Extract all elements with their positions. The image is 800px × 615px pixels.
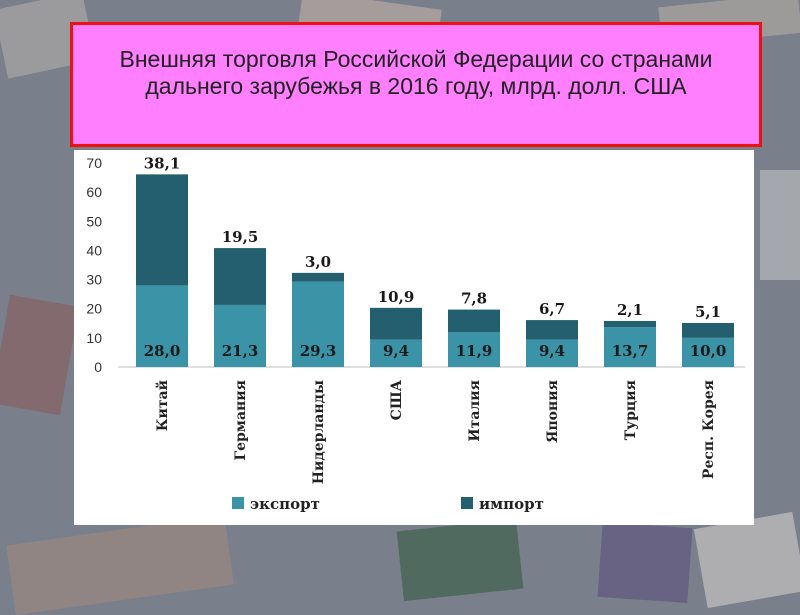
bar-import (136, 174, 188, 286)
y-tick-label: 30 (86, 272, 102, 288)
bar-export (682, 337, 734, 367)
data-label-import: 10,9 (378, 288, 415, 306)
bar-import (682, 322, 734, 338)
y-tick-label: 10 (86, 330, 102, 346)
bar-chart: 0 10 20 30 40 50 60 70 28,0 38,1 Китай 21,3 19,5 Герм… (86, 154, 745, 513)
data-label-export: 21,3 (222, 342, 259, 360)
data-label-import: 3,0 (305, 253, 331, 271)
category-label: Нидерланды (311, 380, 327, 484)
bar-import (604, 320, 656, 328)
legend-swatch-import (461, 497, 473, 509)
y-tick-label: 70 (86, 155, 102, 171)
bar-export (448, 332, 500, 367)
bar-import (448, 309, 500, 333)
bar-export (214, 304, 266, 367)
data-label-export: 11,9 (456, 342, 493, 360)
data-label-import: 6,7 (539, 300, 565, 318)
data-label-export: 29,3 (300, 342, 337, 360)
y-tick-label: 60 (86, 184, 102, 200)
bar-export (370, 339, 422, 367)
title-box: Внешняя торговля Российской Федерации со… (70, 22, 762, 147)
data-label-export: 9,4 (383, 342, 409, 360)
data-label-import: 2,1 (617, 301, 643, 319)
bar-export (604, 327, 656, 367)
data-label-import: 5,1 (695, 303, 721, 321)
category-label: Япония (545, 380, 561, 443)
data-label-import: 7,8 (461, 290, 487, 308)
legend-label-import: импорт (479, 495, 544, 513)
y-tick-label: 20 (86, 301, 102, 317)
bar-import (526, 320, 578, 340)
data-label-export: 28,0 (144, 342, 181, 360)
background-flag-tile (760, 170, 800, 280)
y-tick-label: 50 (86, 213, 102, 229)
legend-label-export: экспорт (250, 495, 320, 513)
chart-title: Внешняя торговля Российской Федерации со… (119, 45, 713, 99)
data-label-export: 10,0 (690, 342, 727, 360)
category-label: Германия (233, 380, 249, 461)
category-label: США (389, 379, 405, 420)
bar-export (526, 339, 578, 367)
data-label-import: 38,1 (144, 154, 181, 172)
y-tick-label: 0 (94, 359, 102, 375)
bar-import (292, 272, 344, 282)
category-label: Италия (467, 380, 483, 442)
bar-import (214, 248, 266, 305)
y-tick-label: 40 (86, 242, 102, 258)
category-label: Респ. Корея (701, 380, 717, 479)
category-label: Турция (623, 380, 639, 440)
bar-import (370, 307, 422, 340)
category-label: Китай (154, 380, 171, 431)
data-label-import: 19,5 (222, 228, 259, 246)
data-label-export: 13,7 (612, 342, 649, 360)
bar-export (136, 285, 188, 367)
bar-export (292, 281, 344, 367)
data-label-export: 9,4 (539, 342, 565, 360)
legend-swatch-export (232, 497, 244, 509)
